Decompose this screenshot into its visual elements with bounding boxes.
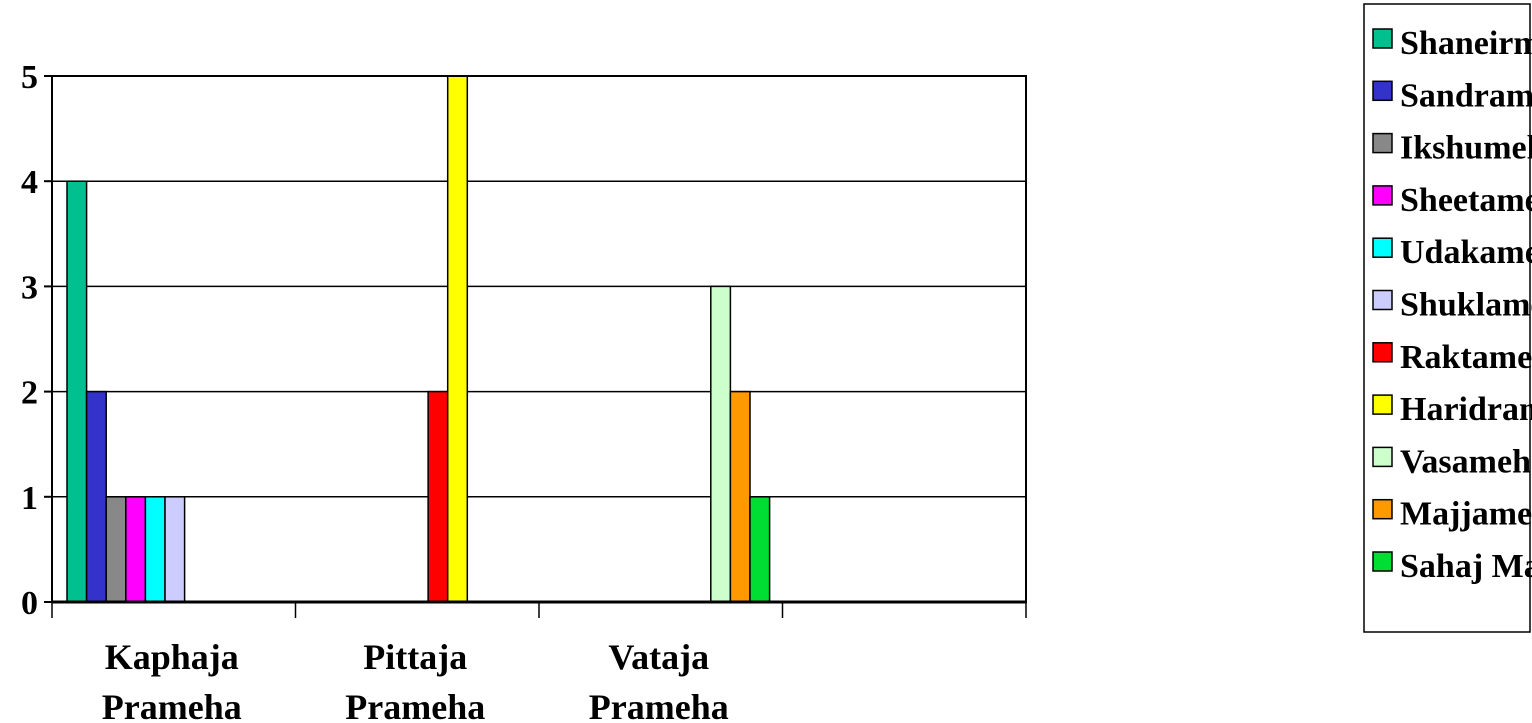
legend-swatch: [1372, 185, 1393, 206]
legend-swatch: [1372, 394, 1393, 415]
legend-item-shaneirmeha: Shaneirmeha: [1372, 25, 1532, 62]
y-tick-label: 1: [21, 480, 38, 517]
bar-shaneirmeha-0: [66, 180, 88, 603]
x-tick-label: Prameha: [102, 687, 242, 723]
bar-udakameha-0: [144, 496, 166, 603]
legend-swatch: [1372, 342, 1393, 363]
x-tick-label: Vataja: [608, 637, 709, 677]
bar-majjameha-2: [729, 390, 751, 603]
bar-vasameha-2: [710, 285, 732, 603]
x-tick-label: Kaphaja: [105, 637, 239, 677]
bars: [66, 75, 771, 603]
legend-swatch: [1372, 237, 1393, 258]
legend-item-udakameha: Udakameha: [1372, 234, 1532, 271]
y-tick-label: 4: [21, 164, 38, 201]
y-axis-ticks: 0 1 2 3 4 5: [21, 59, 38, 622]
legend-frame: [1363, 3, 1531, 633]
legend-label: Udakameha: [1400, 234, 1532, 271]
legend-label: Raktameha: [1400, 339, 1532, 376]
bar-shuklameha-0: [164, 496, 186, 603]
gridlines: [52, 75, 1026, 498]
x-tick-label: Prameha: [589, 687, 729, 723]
y-tick-label: 0: [21, 585, 38, 622]
legend-label: Sahaj Madhumeha: [1400, 548, 1532, 585]
bar-sheetameha-0: [125, 496, 147, 603]
legend-item-sandrameha: Sandrameha: [1372, 77, 1532, 114]
axes: [44, 75, 1027, 618]
bar-sahaj-madhumeha-2: [749, 496, 771, 603]
legend-label: Shuklameha: [1400, 287, 1532, 324]
legend-item-sheetameha: Sheetameha: [1372, 182, 1532, 219]
bar-raktameha-1: [427, 390, 449, 603]
y-tick-label: 3: [21, 269, 38, 306]
legend-swatch: [1372, 132, 1393, 154]
legend-label: Ikshumeha: [1400, 130, 1532, 167]
x-axis-ticks: Kaphaja Prameha Pittaja Prameha Vataja Prameh…: [102, 637, 729, 723]
legend-swatch: [1372, 498, 1393, 520]
legend-label: Sandrameha: [1400, 77, 1532, 114]
legend-swatch: [1372, 446, 1393, 468]
legend-label: Vasameha: [1400, 443, 1532, 480]
y-tick-label: 2: [21, 375, 38, 412]
x-tick-label: Pittaja: [363, 637, 467, 677]
legend-item-raktameha: Raktameha: [1372, 339, 1532, 376]
legend-swatch: [1372, 28, 1393, 49]
plot-area: [51, 75, 1027, 603]
legend-swatch: [1372, 80, 1393, 102]
legend-item-ikshumeha: Ikshumeha: [1372, 130, 1532, 167]
legend-label: Haridrameha: [1400, 391, 1532, 428]
legend-label: Sheetameha: [1400, 182, 1532, 219]
legend-swatch: [1372, 289, 1393, 311]
legend-label: Majjameha: [1400, 496, 1532, 533]
legend-item-shuklameha: Shuklameha: [1372, 287, 1532, 324]
legend-item-vasameha: Vasameha: [1372, 443, 1532, 480]
legend-item-majjameha: Majjameha: [1372, 496, 1532, 533]
legend-label: Shaneirmeha: [1400, 25, 1532, 62]
legend-swatch: [1372, 551, 1393, 572]
y-tick-label: 5: [21, 59, 38, 96]
bar-sandrameha-0: [85, 390, 107, 603]
legend-item-sahaj-madhumeha: Sahaj Madhumeha: [1372, 548, 1532, 585]
legend: Shaneirmeha Sandrameha Ikshumeha Sheetameha…: [1363, 3, 1532, 633]
bar-ikshumeha-0: [105, 496, 127, 603]
bar-haridrameha-1: [446, 75, 469, 603]
legend-item-haridrameha: Haridrameha: [1372, 391, 1532, 428]
x-tick-label: Prameha: [345, 687, 485, 723]
